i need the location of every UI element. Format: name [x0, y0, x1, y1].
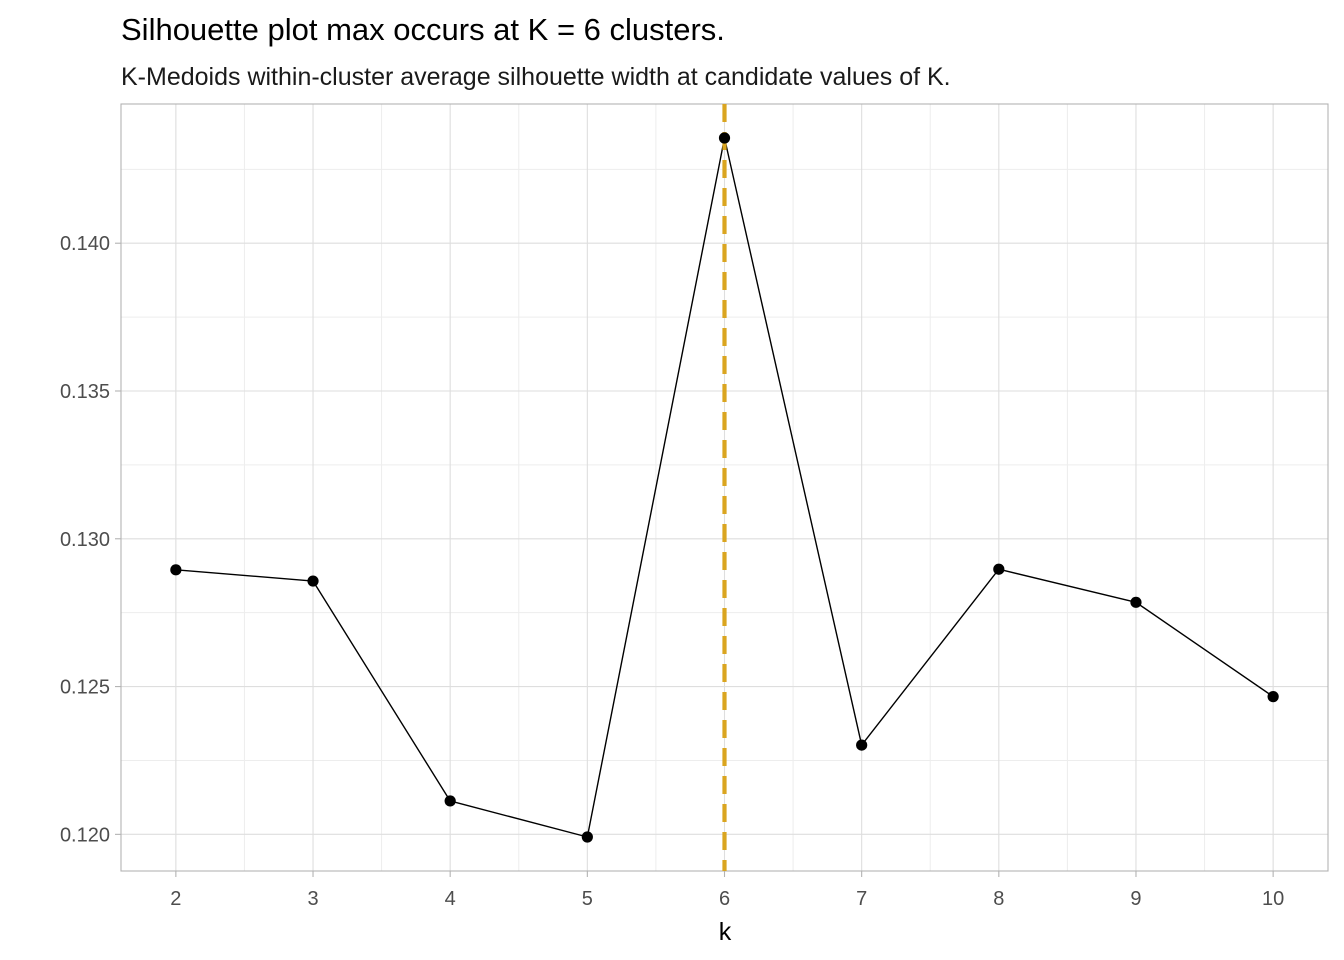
data-point [1130, 596, 1142, 608]
x-tick-label: 8 [993, 888, 1004, 910]
x-tick-label: 2 [170, 888, 181, 910]
y-tick-label: 0.120 [60, 824, 110, 846]
y-tick-label: 0.130 [60, 529, 110, 551]
x-tick-label: 9 [1130, 888, 1141, 910]
x-tick-label: 5 [582, 888, 593, 910]
data-point [993, 563, 1005, 575]
data-point [307, 575, 319, 587]
x-tick-label: 7 [856, 888, 867, 910]
x-tick-label: 4 [445, 888, 456, 910]
chart-subtitle: K-Medoids within-cluster average silhoue… [121, 63, 951, 91]
data-point [856, 739, 868, 751]
y-tick-label: 0.135 [60, 381, 110, 403]
y-tick-label: 0.125 [60, 677, 110, 699]
data-point [444, 795, 456, 807]
x-tick-label: 10 [1262, 888, 1284, 910]
data-point [581, 831, 593, 843]
x-tick-label: 6 [719, 888, 730, 910]
x-axis-title: k [719, 918, 732, 946]
data-point [1267, 691, 1279, 703]
chart-title: Silhouette plot max occurs at K = 6 clus… [121, 12, 725, 47]
plot-panel: 2 3 4 5 6 7 8 9 10 0.120 0.125 0.130 0.135 0.140 [60, 103, 1329, 910]
x-tick-label: 3 [307, 888, 318, 910]
data-point [170, 564, 182, 576]
data-point [718, 132, 731, 144]
y-tick-label: 0.140 [60, 233, 110, 255]
